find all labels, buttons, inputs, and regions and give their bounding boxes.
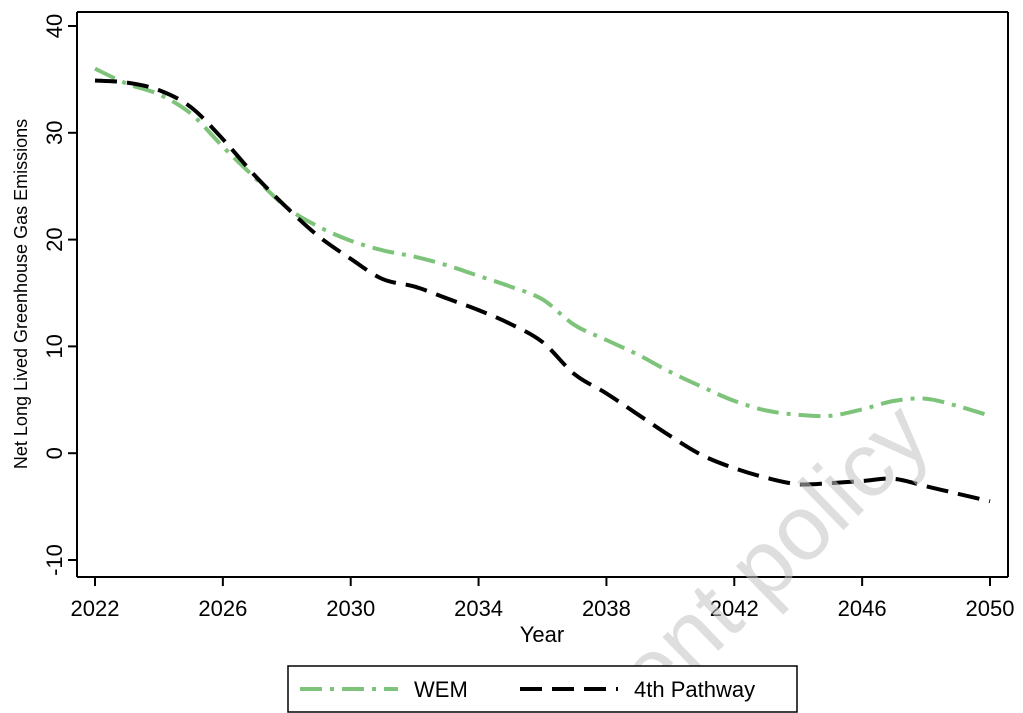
x-tick-label: 2030 bbox=[326, 596, 375, 621]
y-axis-ticks: -10 0 10 20 30 40 bbox=[42, 14, 77, 576]
x-tick-label: 2022 bbox=[71, 596, 120, 621]
legend-label-4th-pathway: 4th Pathway bbox=[634, 677, 755, 702]
x-tick-label: 2026 bbox=[198, 596, 247, 621]
x-tick-label: 2042 bbox=[710, 596, 759, 621]
legend: WEM 4th Pathway bbox=[287, 665, 798, 713]
y-tick-label: 40 bbox=[42, 14, 67, 38]
y-axis-title: Net Long Lived Greenhouse Gas Emissions bbox=[11, 119, 31, 469]
y-tick-label: 0 bbox=[42, 447, 67, 459]
watermark: ent policy bbox=[598, 383, 948, 713]
plot-frame bbox=[76, 11, 1009, 578]
series-layer bbox=[94, 66, 991, 504]
x-axis-title: Year bbox=[520, 622, 564, 647]
x-axis-ticks: 2022 2026 2030 2034 2038 2042 2046 2050 bbox=[71, 577, 1015, 621]
series-line-4th-pathway bbox=[94, 78, 991, 504]
x-tick-label: 2050 bbox=[966, 596, 1015, 621]
x-tick-label: 2038 bbox=[582, 596, 631, 621]
y-tick-label: -10 bbox=[42, 544, 67, 576]
y-tick-label: 20 bbox=[42, 227, 67, 251]
x-tick-label: 2034 bbox=[454, 596, 503, 621]
series-line-wem bbox=[94, 66, 991, 419]
y-tick-label: 30 bbox=[42, 121, 67, 145]
y-tick-label: 10 bbox=[42, 334, 67, 358]
x-tick-label: 2046 bbox=[838, 596, 887, 621]
legend-label-wem: WEM bbox=[414, 677, 468, 702]
